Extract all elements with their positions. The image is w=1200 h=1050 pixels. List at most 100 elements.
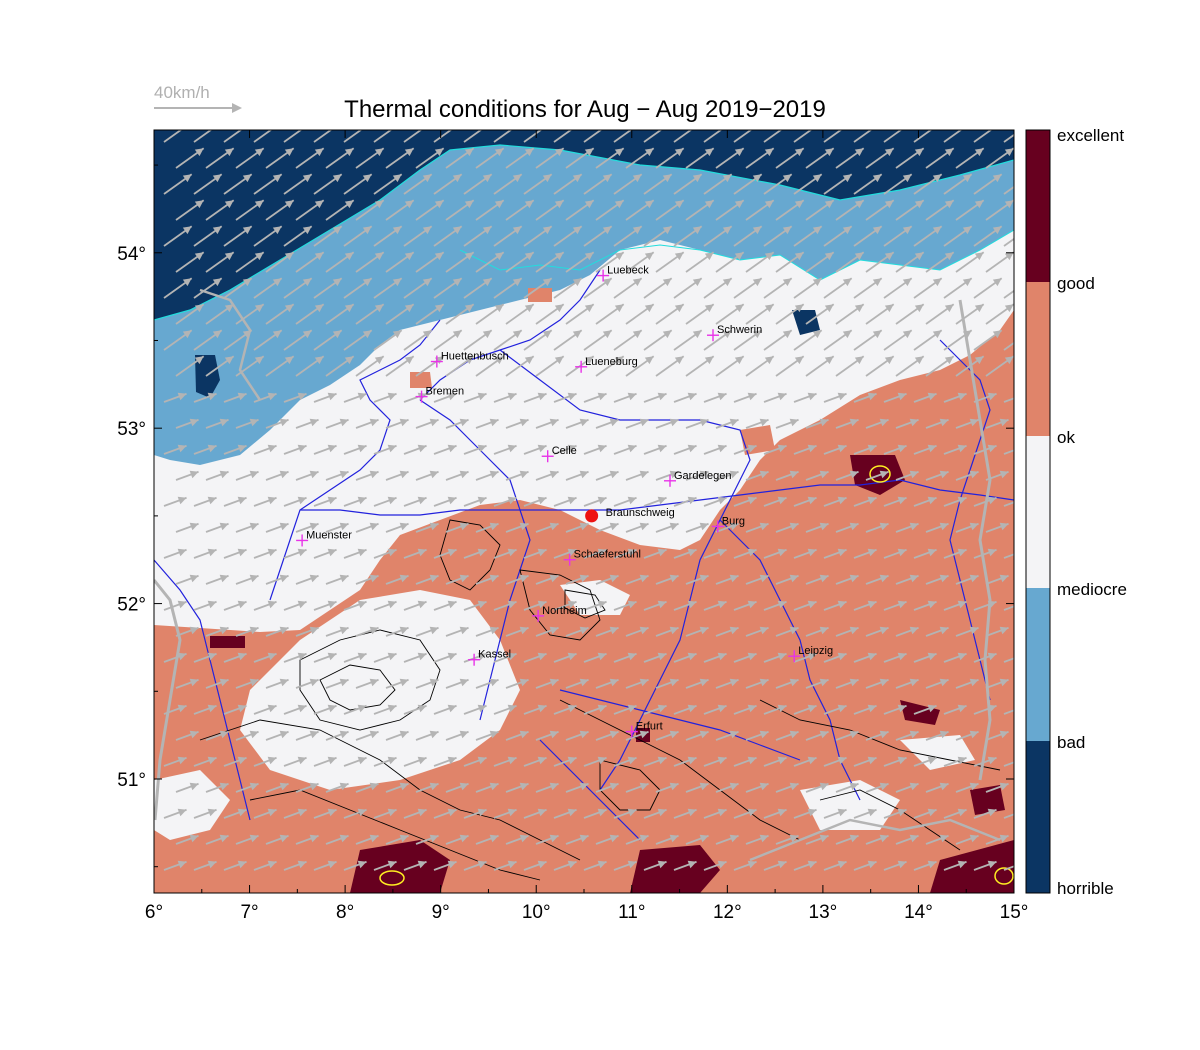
wind-arrow-head <box>189 522 199 531</box>
wind-arrow-head <box>627 548 637 557</box>
wind-arrow-head <box>794 252 804 261</box>
wind-arrow-head <box>722 278 732 287</box>
wind-arrow-head <box>824 148 834 157</box>
wind-arrow-head <box>194 200 204 209</box>
wind-arrow-head <box>279 522 289 531</box>
city-luebeck: Luebeck <box>597 265 649 282</box>
wind-arrow-head <box>879 574 889 583</box>
wind-arrow-head <box>819 574 829 583</box>
region-horrible-lake <box>792 310 820 335</box>
wind-arrow-head <box>879 730 889 739</box>
wind-arrow-head <box>339 730 349 739</box>
wind-arrow-head <box>404 200 414 209</box>
wind-arrow-head <box>794 200 804 209</box>
wind-arrow-head <box>777 392 787 401</box>
wind-arrow-head <box>477 704 487 713</box>
wind-arrow-head <box>627 652 637 661</box>
wind-arrow-head <box>207 860 217 869</box>
wind-arrow-head <box>1018 653 1027 661</box>
wind-arrow-head <box>992 174 1002 183</box>
chart-title: Thermal conditions for Aug − Aug 2019−20… <box>344 96 826 123</box>
wind-arrow-head <box>597 756 607 765</box>
wind-arrow-head <box>399 574 409 583</box>
wind-arrow-head <box>224 200 234 209</box>
wind-arrow-head <box>177 652 187 661</box>
wind-arrow-head <box>362 278 372 287</box>
region-mediocre-west <box>154 770 230 840</box>
wind-arrow-head <box>237 756 247 765</box>
wind-arrow-head <box>657 704 667 713</box>
wind-arrow-head <box>849 574 859 583</box>
wind-arrow <box>283 130 303 143</box>
x-tick-label: 9° <box>432 902 450 923</box>
wind-arrow-head <box>962 278 972 287</box>
wind-arrow-head <box>207 808 217 817</box>
wind-arrow-head <box>999 834 1009 843</box>
wind-arrow-head <box>399 418 409 427</box>
wind-arrow-head <box>687 652 697 661</box>
wind-arrow <box>1003 289 1014 299</box>
wind-arrow-head <box>1018 705 1027 713</box>
wind-arrow-head <box>237 444 247 453</box>
colorbar-label-excellent: excellent <box>1057 126 1124 145</box>
colorbar-frame <box>1025 129 1051 894</box>
wind-arrow-head <box>494 356 504 365</box>
wind-arrow-head <box>482 278 492 287</box>
wind-arrow-head <box>524 304 534 313</box>
wind-arrow <box>913 130 933 143</box>
wind-arrow-head <box>357 444 367 453</box>
wind-arrow-head <box>579 522 589 531</box>
wind-arrow <box>193 130 213 143</box>
wind-arrow-head <box>212 278 222 287</box>
wind-arrow-head <box>704 200 714 209</box>
wind-arrow-head <box>387 600 397 609</box>
wind-arrow-head <box>969 626 979 635</box>
wind-arrow-head <box>687 704 697 713</box>
wind-arrow-head <box>452 174 462 183</box>
wind-arrow-head <box>897 600 907 609</box>
wind-arrow-head <box>357 496 367 505</box>
city-label: Erfurt <box>636 721 663 733</box>
wind-arrow-head <box>747 756 757 765</box>
border-east <box>958 299 992 781</box>
wind-arrow-head <box>357 548 367 557</box>
wind-arrow-head <box>397 130 398 131</box>
wind-arrow-head <box>932 226 942 235</box>
wind-arrow-head <box>782 278 792 287</box>
wind-arrow-head <box>752 330 762 339</box>
wind-arrow-head <box>482 226 492 235</box>
wind-arrow-head <box>927 600 937 609</box>
wind-arrow-head <box>374 252 384 261</box>
wind-arrow-head <box>207 392 217 401</box>
wind-arrow-head <box>417 496 427 505</box>
wind-arrow-head <box>464 304 474 313</box>
wind-arrow-head <box>507 548 517 557</box>
wind-arrow-head <box>597 496 607 505</box>
wind-arrow-head <box>884 252 894 261</box>
wind-arrow-head <box>254 304 264 313</box>
wind-arrow-head <box>584 304 594 313</box>
wind-arrow-head <box>734 200 744 209</box>
wind-arrow-head <box>339 678 349 687</box>
wind-arrow-head <box>699 626 709 635</box>
wind-arrow-head <box>909 782 919 791</box>
region-excellent-se <box>930 840 1014 893</box>
wind-arrow <box>793 130 813 143</box>
colorbar-horrible <box>1026 741 1050 893</box>
wind-arrow-head <box>399 834 409 843</box>
wind-arrow-head <box>177 392 187 401</box>
wind-arrow-head <box>224 148 234 157</box>
wind-arrow-head <box>482 330 492 339</box>
wind-arrow-head <box>789 678 799 687</box>
wind-arrow-head <box>999 522 1009 531</box>
wind-arrow-head <box>627 860 637 869</box>
wind-arrow-head <box>962 226 972 235</box>
wind-arrow-head <box>452 278 462 287</box>
wind-arrow-head <box>687 444 697 453</box>
wind-arrow-head <box>817 130 818 131</box>
wind-arrow-head <box>897 756 907 765</box>
wind-arrow-head <box>357 756 367 765</box>
wind-arrow-head <box>867 600 877 609</box>
wind-arrow-head <box>429 782 439 791</box>
y-tick-label: 51° <box>117 770 146 791</box>
